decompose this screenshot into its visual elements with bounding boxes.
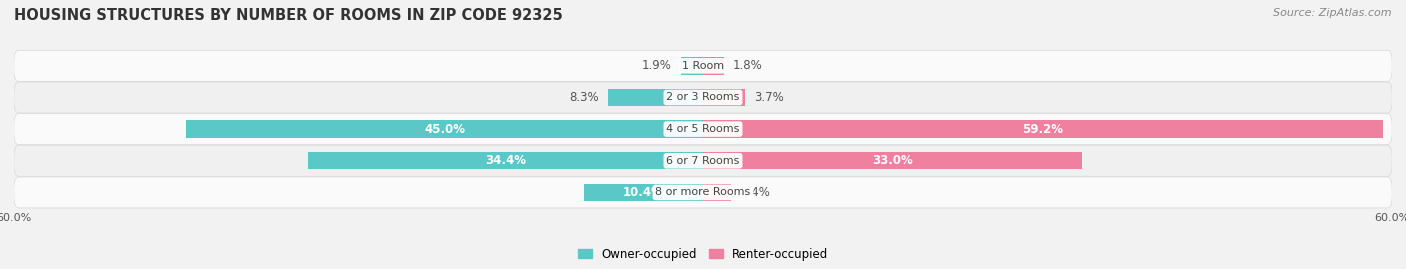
Text: 45.0%: 45.0% bbox=[425, 123, 465, 136]
Text: Source: ZipAtlas.com: Source: ZipAtlas.com bbox=[1274, 8, 1392, 18]
Text: 2.4%: 2.4% bbox=[740, 186, 769, 199]
Text: 1.9%: 1.9% bbox=[643, 59, 672, 72]
Bar bbox=[703, 121, 1382, 138]
Text: 3.7%: 3.7% bbox=[755, 91, 785, 104]
Text: 8.3%: 8.3% bbox=[569, 91, 599, 104]
Text: 4 or 5 Rooms: 4 or 5 Rooms bbox=[666, 124, 740, 134]
Bar bbox=[681, 57, 703, 75]
Text: 1 Room: 1 Room bbox=[682, 61, 724, 71]
Text: 10.4%: 10.4% bbox=[623, 186, 664, 199]
Text: 2 or 3 Rooms: 2 or 3 Rooms bbox=[666, 93, 740, 102]
Legend: Owner-occupied, Renter-occupied: Owner-occupied, Renter-occupied bbox=[572, 243, 834, 265]
Text: 6 or 7 Rooms: 6 or 7 Rooms bbox=[666, 156, 740, 166]
Bar bbox=[703, 184, 731, 201]
Bar bbox=[607, 89, 703, 106]
Text: 59.2%: 59.2% bbox=[1022, 123, 1063, 136]
Bar bbox=[703, 89, 745, 106]
Text: 8 or more Rooms: 8 or more Rooms bbox=[655, 187, 751, 197]
FancyBboxPatch shape bbox=[14, 82, 1392, 113]
FancyBboxPatch shape bbox=[14, 50, 1392, 81]
Bar bbox=[703, 57, 724, 75]
Text: 1.8%: 1.8% bbox=[733, 59, 762, 72]
FancyBboxPatch shape bbox=[14, 177, 1392, 208]
FancyBboxPatch shape bbox=[14, 145, 1392, 176]
Text: 34.4%: 34.4% bbox=[485, 154, 526, 167]
Text: HOUSING STRUCTURES BY NUMBER OF ROOMS IN ZIP CODE 92325: HOUSING STRUCTURES BY NUMBER OF ROOMS IN… bbox=[14, 8, 562, 23]
Bar bbox=[583, 184, 703, 201]
Bar bbox=[308, 152, 703, 169]
Bar bbox=[186, 121, 703, 138]
Bar bbox=[703, 152, 1083, 169]
FancyBboxPatch shape bbox=[14, 114, 1392, 145]
Text: 33.0%: 33.0% bbox=[872, 154, 912, 167]
